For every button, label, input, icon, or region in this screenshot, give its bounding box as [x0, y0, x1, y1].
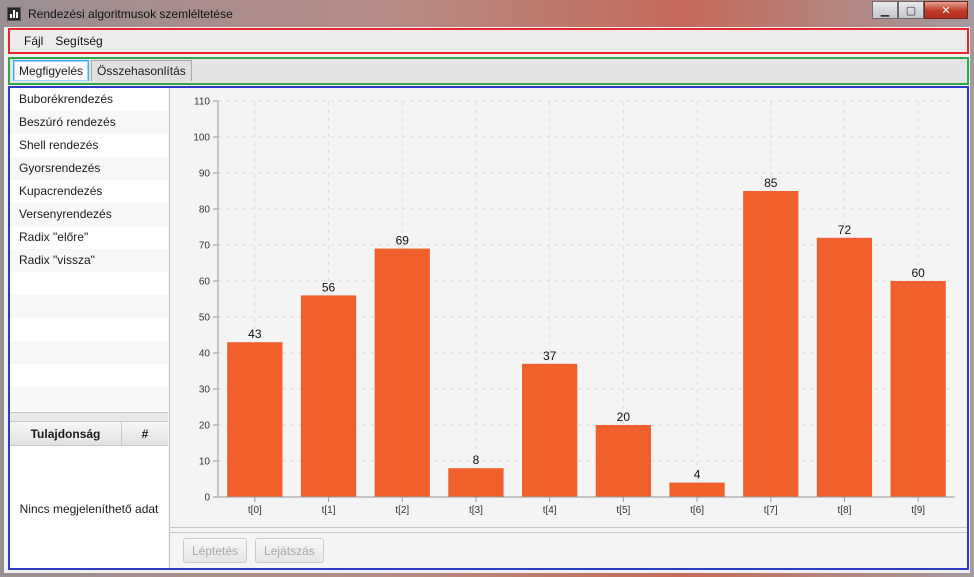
data-label: 4: [694, 468, 701, 482]
bar-t[9]: [890, 281, 946, 497]
tab-observation[interactable]: Megfigyelés: [13, 60, 90, 81]
list-item-radix-forward[interactable]: Radix "előre": [19, 230, 89, 244]
data-label: 37: [543, 349, 557, 363]
column-header-property[interactable]: Tulajdonság: [10, 422, 122, 445]
x-tick-label: t[1]: [322, 505, 336, 516]
y-tick-label: 70: [199, 241, 211, 252]
data-label: 20: [617, 410, 631, 424]
bar-t[2]: [374, 248, 430, 497]
list-empty-row: [10, 364, 168, 387]
x-tick-label: t[0]: [248, 505, 262, 516]
list-empty-row: [10, 387, 168, 410]
x-tick-label: t[7]: [764, 505, 778, 516]
app-chart-icon: [7, 7, 21, 21]
y-tick-label: 80: [199, 205, 211, 216]
list-item-radix-backward[interactable]: Radix "vissza": [10, 249, 168, 272]
control-bar: Léptetés Lejátszás: [170, 532, 967, 568]
list-item-insertion-sort[interactable]: Beszúró rendezés: [10, 111, 168, 134]
bar-t[4]: [522, 363, 578, 497]
properties-header: Tulajdonság #: [10, 422, 168, 446]
data-label: 85: [764, 176, 778, 190]
data-label: 60: [911, 266, 925, 280]
list-item-heap-sort[interactable]: Kupacrendezés: [19, 184, 103, 198]
maximize-icon[interactable]: ▢: [898, 1, 924, 19]
y-tick-label: 50: [199, 313, 211, 324]
data-label: 43: [248, 327, 262, 341]
step-button[interactable]: Léptetés: [183, 538, 248, 563]
data-label: 8: [473, 453, 480, 467]
list-item-tournament-sort[interactable]: Versenyrendezés: [10, 203, 168, 226]
x-tick-label: t[9]: [911, 505, 925, 516]
x-tick-label: t[2]: [395, 505, 409, 516]
bar-t[0]: [227, 342, 283, 497]
y-tick-label: 0: [204, 493, 210, 504]
bar-t[8]: [816, 237, 873, 498]
x-tick-label: t[4]: [543, 505, 557, 516]
list-empty-row: [10, 318, 168, 341]
bar-t[6]: [669, 482, 725, 497]
x-tick-label: t[3]: [469, 505, 483, 516]
y-tick-label: 110: [194, 97, 210, 108]
empty-placeholder: Nincs megjeleníthető adat: [19, 502, 159, 516]
list-empty-row: [10, 295, 168, 318]
algorithm-list[interactable]: Buborékrendezés Beszúró rendezés Shell r…: [10, 88, 168, 412]
left-pane: Buborékrendezés Beszúró rendezés Shell r…: [10, 88, 170, 568]
data-label: 56: [322, 280, 336, 294]
y-tick-label: 40: [199, 349, 211, 360]
y-tick-label: 20: [199, 421, 211, 432]
tab-comparison[interactable]: Összehasonlítás: [91, 60, 192, 81]
bar-t[3]: [448, 468, 504, 497]
split-divider[interactable]: [10, 412, 168, 422]
menu-help[interactable]: Segítség: [55, 34, 103, 48]
y-tick-label: 100: [193, 133, 210, 144]
bar-t[7]: [743, 191, 799, 497]
list-empty-row: [10, 341, 168, 364]
chart-svg: 0 10 20 30 40 50 60 70 80 90 100 110 43 t[0] 56 t[1] 69 t…: [193, 97, 955, 516]
menu-bar: Fájl Segítség: [8, 28, 969, 54]
bar-t[1]: [300, 295, 357, 497]
minimize-icon[interactable]: ▁: [872, 1, 898, 19]
y-tick-label: 30: [199, 385, 211, 396]
data-label: 69: [396, 234, 410, 248]
bar-chart: 0 10 20 30 40 50 60 70 80 90 100 110 43 t[0] 56 t[1] 69 t…: [170, 88, 967, 528]
bar-t[5]: [595, 425, 651, 497]
close-icon[interactable]: ✕: [924, 1, 968, 19]
list-item-shell-sort[interactable]: Shell rendezés: [19, 138, 99, 152]
right-pane: 0 10 20 30 40 50 60 70 80 90 100 110 43 t[0] 56 t[1] 69 t…: [170, 88, 967, 568]
title-bar[interactable]: Rendezési algoritmusok szemléltetése ▁ ▢…: [0, 0, 974, 28]
y-tick-label: 90: [199, 169, 211, 180]
main-panel: Buborékrendezés Beszúró rendezés Shell r…: [8, 86, 969, 570]
x-tick-label: t[6]: [690, 505, 704, 516]
x-tick-label: t[5]: [616, 505, 630, 516]
window-controls: ▁ ▢ ✕: [872, 1, 968, 19]
properties-table: Tulajdonság # Nincs megjeleníthető adat: [10, 422, 168, 568]
client-area: Fájl Segítség Megfigyelés Összehasonlítá…: [4, 27, 970, 573]
menu-file[interactable]: Fájl: [24, 34, 44, 48]
y-tick-label: 10: [199, 457, 211, 468]
x-tick-label: t[8]: [837, 505, 851, 516]
tab-bar: Megfigyelés Összehasonlítás: [8, 57, 969, 85]
play-button[interactable]: Lejátszás: [255, 538, 324, 563]
y-tick-label: 60: [199, 277, 211, 288]
list-item-quick-sort[interactable]: Gyorsrendezés: [10, 157, 168, 180]
list-empty-row: [10, 272, 168, 295]
column-header-hash[interactable]: #: [141, 426, 149, 441]
window-title: Rendezési algoritmusok szemléltetése: [28, 7, 233, 21]
list-item-bubble-sort[interactable]: Buborékrendezés: [19, 92, 114, 106]
data-label: 72: [838, 223, 852, 237]
